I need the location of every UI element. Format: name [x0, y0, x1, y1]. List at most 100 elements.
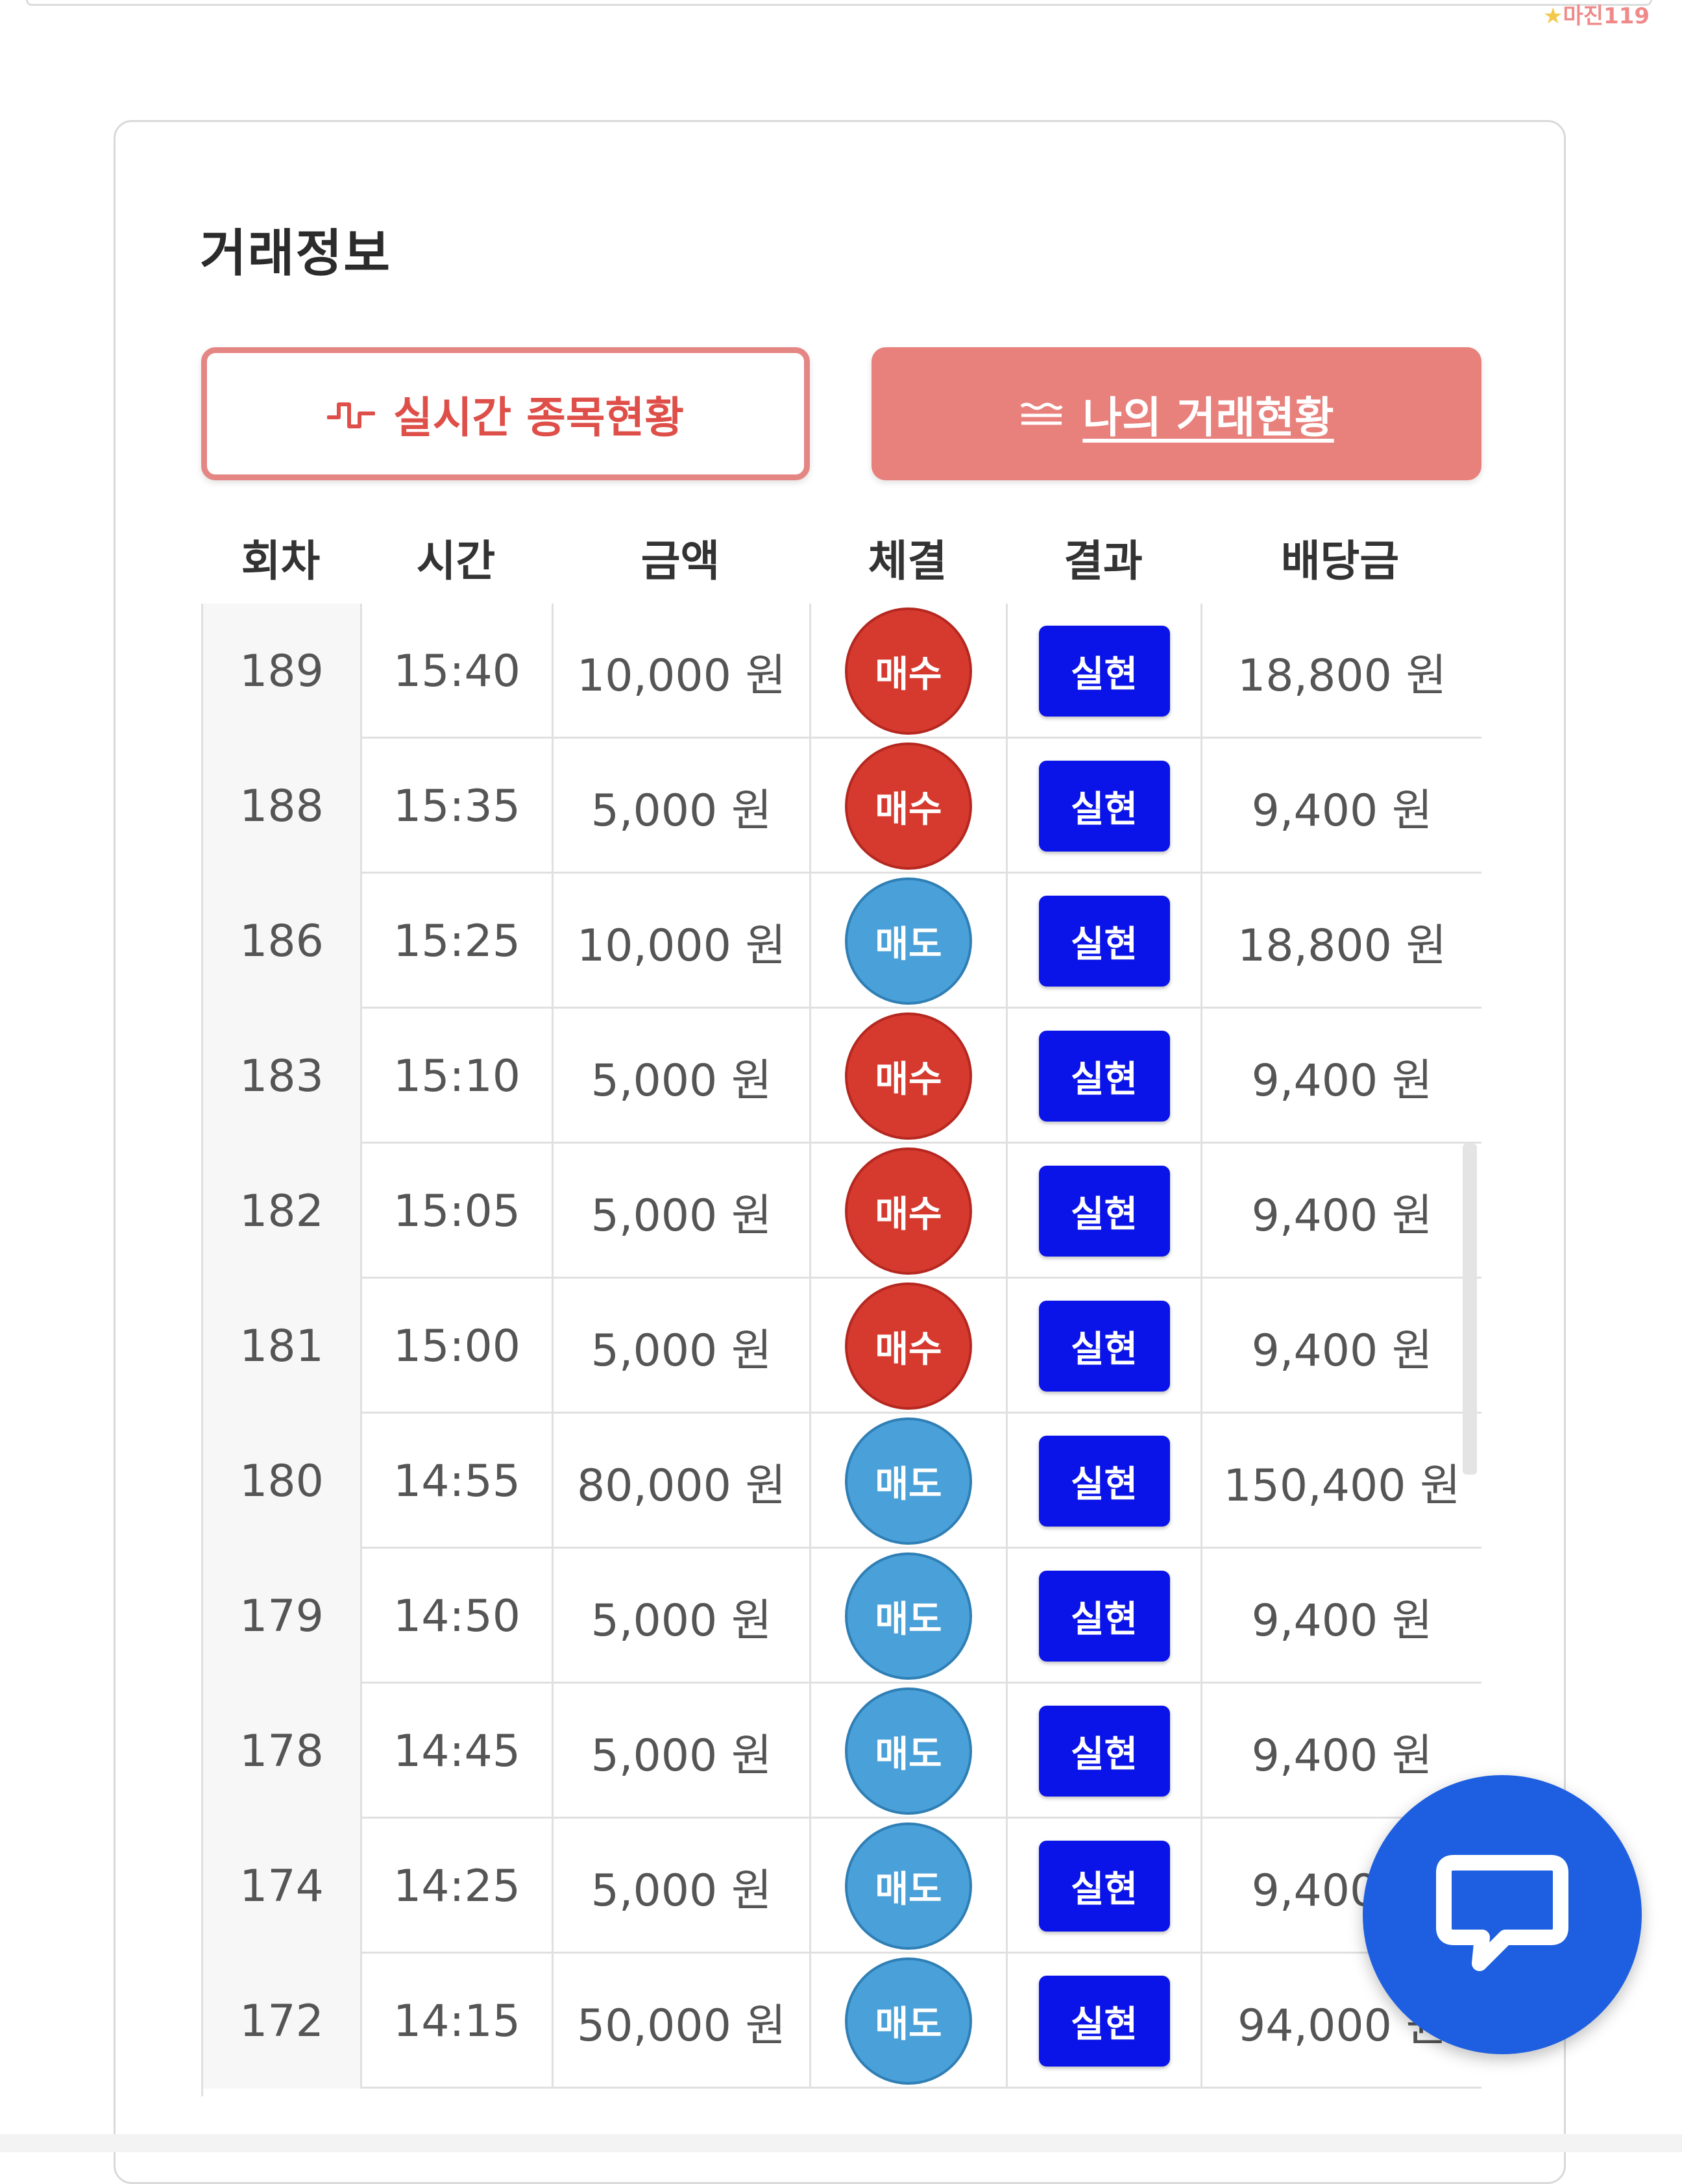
table-row[interactable]: 188 15:35 5,000 원 매수 실현 9,400 원: [203, 739, 1481, 874]
payout-cell: 18,800 원: [1237, 920, 1447, 972]
payout-cell: 9,400 원: [1251, 1595, 1433, 1647]
result-cell: 실현: [1008, 739, 1202, 874]
amount-cell: 10,000 원: [554, 604, 811, 739]
amount-cell: 80,000 원: [554, 1414, 811, 1549]
buy-badge: 매수: [845, 607, 972, 735]
result-badge: 실현: [1038, 896, 1170, 987]
result-cell: 실현: [1008, 1549, 1202, 1684]
trade-cell: 매수: [811, 1279, 1008, 1414]
top-panel-edge: [26, 0, 1652, 6]
round-cell: 183: [203, 1009, 362, 1144]
round-cell: 172: [203, 1954, 362, 2089]
result-cell: 실현: [1008, 604, 1202, 739]
round-cell: 181: [203, 1279, 362, 1414]
result-cell: 실현: [1008, 874, 1202, 1009]
time-cell: 15:40: [362, 604, 554, 739]
result-cell: 실현: [1008, 1279, 1202, 1414]
time-cell: 14:45: [362, 1684, 554, 1819]
table-row[interactable]: 182 15:05 5,000 원 매수 실현 9,400 원: [203, 1144, 1481, 1279]
watermark-logo: ★마진119: [1542, 3, 1650, 29]
time-cell: 14:55: [362, 1414, 554, 1549]
time-cell: 15:25: [362, 874, 554, 1009]
table-row[interactable]: 179 14:50 5,000 원 매도 실현 9,400 원: [203, 1549, 1481, 1684]
trade-cell: 매도: [811, 1549, 1008, 1684]
chat-bubble-icon: [1436, 1855, 1568, 1971]
trade-cell: 매도: [811, 1954, 1008, 2089]
header-result: 결과: [1064, 536, 1143, 586]
payout-cell: 9,400 원: [1251, 1190, 1433, 1242]
trade-cell: 매수: [811, 1144, 1008, 1279]
result-badge: 실현: [1038, 1706, 1170, 1797]
result-cell: 실현: [1008, 1684, 1202, 1819]
amount-cell: 5,000 원: [554, 1684, 811, 1819]
result-cell: 실현: [1008, 1414, 1202, 1549]
sell-badge: 매도: [845, 1417, 972, 1545]
amount-cell: 50,000 원: [554, 1954, 811, 2089]
live-status-button[interactable]: 실시간 종목현황: [201, 347, 810, 480]
table-row[interactable]: 178 14:45 5,000 원 매도 실현 9,400 원: [203, 1684, 1481, 1819]
trade-cell: 매수: [811, 739, 1008, 874]
sell-badge: 매도: [845, 1687, 972, 1815]
round-cell: 188: [203, 739, 362, 874]
sell-badge: 매도: [845, 1957, 972, 2085]
round-cell: 189: [203, 604, 362, 739]
payout-cell: 9,400 원: [1251, 1730, 1433, 1782]
round-cell: 174: [203, 1819, 362, 1954]
sell-badge: 매도: [845, 1552, 972, 1680]
table-header: 회차 시간 금액 체결 결과 배당금: [201, 529, 1480, 594]
table-row[interactable]: 186 15:25 10,000 원 매도 실현 18,800 원: [203, 874, 1481, 1009]
list-lines-icon: [1019, 401, 1064, 427]
my-trades-label: 나의 거래현황: [1082, 392, 1334, 443]
result-cell: 실현: [1008, 1144, 1202, 1279]
table-row[interactable]: 181 15:00 5,000 원 매수 실현 9,400 원: [203, 1279, 1481, 1414]
live-status-label: 실시간 종목현황: [393, 392, 685, 443]
trade-cell: 매수: [811, 604, 1008, 739]
payout-cell: 9,400 원: [1251, 1055, 1433, 1107]
trade-cell: 매수: [811, 1009, 1008, 1144]
result-badge: 실현: [1038, 761, 1170, 852]
result-cell: 실현: [1008, 1009, 1202, 1144]
payout-cell: 18,800 원: [1237, 650, 1447, 702]
time-cell: 14:50: [362, 1549, 554, 1684]
result-badge: 실현: [1038, 626, 1170, 717]
result-badge: 실현: [1038, 1841, 1170, 1932]
table-row[interactable]: 172 14:15 50,000 원 매도 실현 94,000 원: [203, 1954, 1481, 2089]
header-round: 회차: [241, 536, 321, 586]
table-scrollbar[interactable]: [1463, 1144, 1477, 1475]
trade-table-body[interactable]: 189 15:40 10,000 원 매수 실현 18,800 원 188 15:35 5,00…: [201, 604, 1481, 2096]
result-badge: 실현: [1038, 1436, 1170, 1527]
table-row[interactable]: 183 15:10 5,000 원 매수 실현 9,400 원: [203, 1009, 1481, 1144]
payout-cell: 9,400 원: [1251, 1325, 1433, 1377]
result-badge: 실현: [1038, 1166, 1170, 1257]
chat-button[interactable]: [1363, 1775, 1642, 2054]
time-cell: 15:10: [362, 1009, 554, 1144]
my-trades-button[interactable]: 나의 거래현황: [871, 347, 1481, 480]
trade-cell: 매도: [811, 874, 1008, 1009]
result-cell: 실현: [1008, 1954, 1202, 2089]
time-cell: 14:25: [362, 1819, 554, 1954]
section-title: 거래정보: [200, 225, 392, 283]
payout-cell: 9,400 원: [1251, 785, 1433, 837]
time-cell: 14:15: [362, 1954, 554, 2089]
buy-badge: 매수: [845, 1147, 972, 1275]
amount-cell: 10,000 원: [554, 874, 811, 1009]
bottom-strip: [0, 2134, 1682, 2152]
round-cell: 182: [203, 1144, 362, 1279]
header-amount: 금액: [640, 536, 720, 586]
result-cell: 실현: [1008, 1819, 1202, 1954]
result-badge: 실현: [1038, 1301, 1170, 1392]
table-row[interactable]: 189 15:40 10,000 원 매수 실현 18,800 원: [203, 604, 1481, 739]
buy-badge: 매수: [845, 1282, 972, 1410]
result-badge: 실현: [1038, 1031, 1170, 1122]
sell-badge: 매도: [845, 1822, 972, 1950]
time-cell: 15:35: [362, 739, 554, 874]
table-row[interactable]: 174 14:25 5,000 원 매도 실현 9,400 원: [203, 1819, 1481, 1954]
buy-badge: 매수: [845, 742, 972, 870]
table-row[interactable]: 180 14:55 80,000 원 매도 실현 150,400 원: [203, 1414, 1481, 1549]
time-cell: 15:00: [362, 1279, 554, 1414]
amount-cell: 5,000 원: [554, 1819, 811, 1954]
sell-badge: 매도: [845, 877, 972, 1005]
time-cell: 15:05: [362, 1144, 554, 1279]
header-trade: 체결: [868, 536, 947, 586]
header-payout: 배당금: [1280, 536, 1400, 586]
